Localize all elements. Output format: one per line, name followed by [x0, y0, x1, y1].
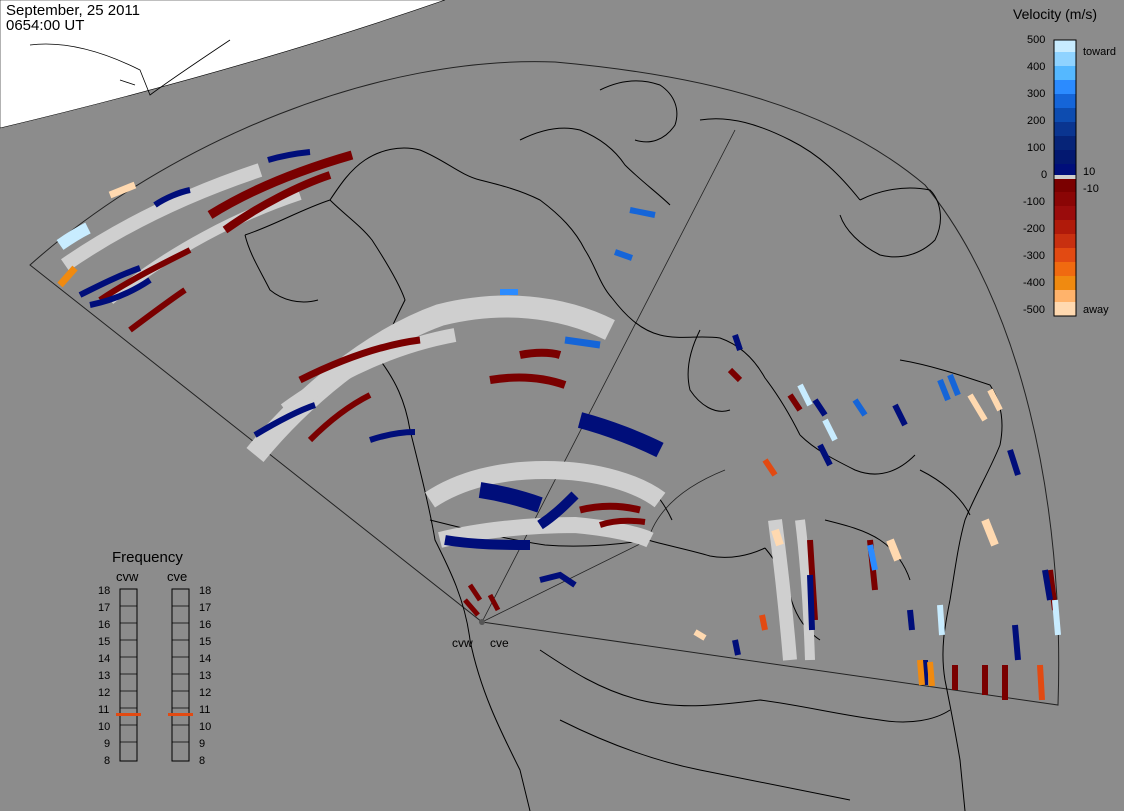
- frequency-scale-cve: [168, 588, 193, 762]
- freq-tick-left-14: 14: [98, 653, 111, 665]
- frequency-title: Frequency: [112, 549, 183, 566]
- legend-pos-threshold: 10: [1083, 166, 1096, 178]
- freq-tick-left-9: 9: [104, 738, 111, 750]
- legend-away-label: away: [1083, 304, 1109, 316]
- legend-tick-100: 100: [1027, 142, 1046, 154]
- freq-tick-right-14: 14: [199, 653, 212, 665]
- legend-tick-neg100: -100: [1023, 196, 1046, 208]
- legend-tick-neg200: -200: [1023, 223, 1046, 235]
- radar-label-cvw: cvw: [452, 636, 473, 650]
- legend-tick-300: 300: [1027, 88, 1046, 100]
- coastlines: [244, 80, 1003, 811]
- frequency-column-cvw: cvw: [116, 569, 139, 584]
- legend-tick-neg500: -500: [1023, 304, 1046, 316]
- radar-site-cvw: [479, 619, 485, 625]
- velocity-legend-title: Velocity (m/s): [1013, 6, 1098, 22]
- freq-tick-left-16: 16: [98, 619, 111, 631]
- freq-tick-right-8: 8: [199, 755, 206, 767]
- alaska-coast: [29, 39, 231, 96]
- freq-tick-right-11: 11: [199, 704, 211, 716]
- frequency-scale-cvw: [116, 588, 141, 762]
- radar-field-of-view: [29, 61, 1060, 706]
- legend-tick-0: 0: [1041, 169, 1048, 181]
- freq-tick-right-15: 15: [199, 636, 212, 648]
- toward-velocity-cells: [78, 149, 1053, 685]
- legend-tick-neg400: -400: [1023, 277, 1046, 289]
- legend-toward-label: toward: [1083, 46, 1117, 58]
- map-date: September, 25 2011: [6, 2, 140, 19]
- freq-tick-left-12: 12: [98, 687, 111, 699]
- freq-tick-left-10: 10: [98, 721, 111, 733]
- freq-tick-right-12: 12: [199, 687, 212, 699]
- freq-tick-right-9: 9: [199, 738, 206, 750]
- legend-tick-500: 500: [1027, 34, 1046, 46]
- velocity-colorbar: [1053, 39, 1077, 317]
- legend-tick-400: 400: [1027, 61, 1046, 73]
- freq-tick-right-16: 16: [199, 619, 212, 631]
- freq-tick-left-13: 13: [98, 670, 111, 682]
- freq-tick-right-10: 10: [199, 721, 212, 733]
- freq-tick-left-18: 18: [98, 585, 111, 597]
- freq-tick-right-13: 13: [199, 670, 212, 682]
- frequency-column-cve: cve: [167, 569, 188, 584]
- freq-tick-left-8: 8: [104, 755, 111, 767]
- legend-tick-neg300: -300: [1023, 250, 1046, 262]
- high-velocity-cells: [56, 181, 1061, 701]
- legend-neg-threshold: -10: [1083, 183, 1099, 195]
- map-time: 0654:00 UT: [6, 17, 85, 34]
- freq-tick-left-15: 15: [98, 636, 111, 648]
- freq-tick-left-11: 11: [98, 704, 110, 716]
- freq-tick-left-17: 17: [98, 602, 111, 614]
- radar-label-cve: cve: [490, 636, 509, 650]
- polar-ice-region: [0, 0, 446, 129]
- freq-tick-right-17: 17: [199, 602, 212, 614]
- freq-tick-right-18: 18: [199, 585, 212, 597]
- legend-tick-200: 200: [1027, 115, 1046, 127]
